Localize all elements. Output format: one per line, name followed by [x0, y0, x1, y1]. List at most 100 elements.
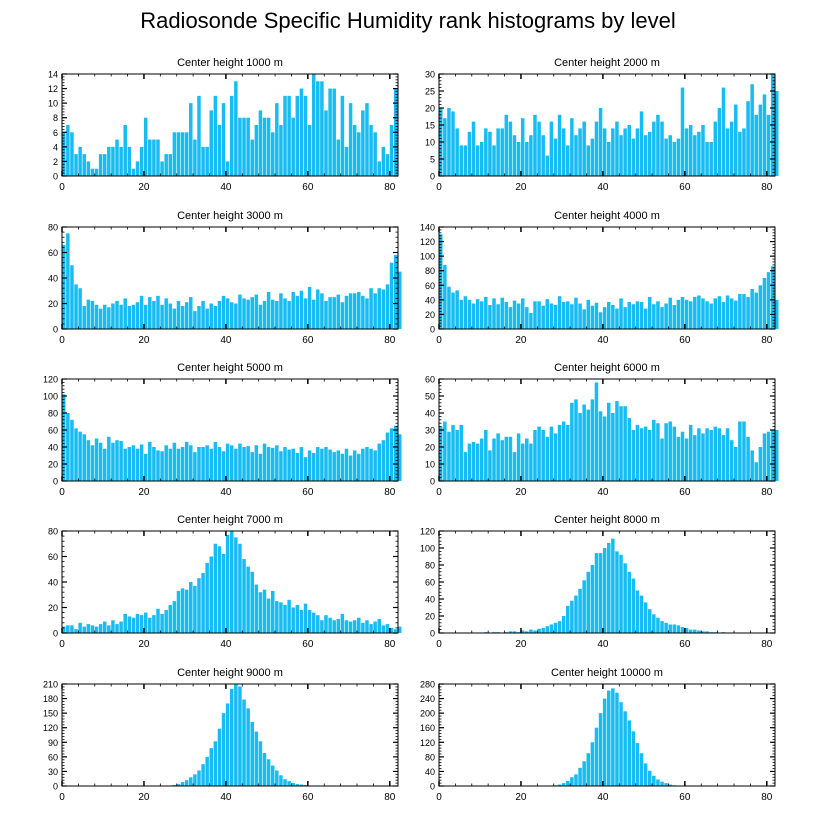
histogram-bar: [615, 551, 619, 633]
histogram-bar: [213, 441, 218, 481]
histogram-bar: [615, 401, 619, 481]
histogram-bar: [590, 742, 595, 786]
histogram-bar: [643, 135, 648, 176]
histogram-bar: [320, 620, 324, 633]
histogram-bar: [602, 128, 607, 176]
histogram-bar: [508, 307, 513, 329]
histogram-bar: [680, 87, 685, 176]
histogram-bar: [570, 402, 574, 481]
histogram-bar: [246, 299, 250, 329]
histogram-bar: [664, 303, 668, 329]
histogram-bar: [627, 302, 631, 329]
histogram-bar: [492, 438, 496, 481]
histogram-bar: [344, 146, 349, 176]
histogram-bar: [541, 627, 545, 633]
histogram-bar: [111, 146, 115, 176]
histogram-bar: [283, 95, 287, 176]
histogram-bar: [90, 300, 95, 329]
panel-title: Center height 1000 m: [177, 57, 283, 69]
histogram-bar: [234, 448, 238, 481]
histogram-bar: [664, 783, 668, 786]
histogram-bar: [230, 688, 234, 786]
histogram-bar: [738, 421, 742, 481]
histogram-bar: [295, 295, 300, 329]
histogram-bar: [348, 455, 353, 481]
histogram-bar: [602, 416, 607, 481]
histogram-bar: [201, 146, 205, 176]
histogram-bar: [647, 770, 652, 786]
histogram-bar: [197, 447, 201, 481]
histogram-bar: [221, 103, 226, 176]
histogram-bar: [258, 304, 263, 329]
x-tick-label: 80: [384, 182, 396, 193]
histogram-bar: [78, 288, 82, 329]
x-tick-label: 20: [515, 487, 527, 498]
histogram-bar: [164, 610, 168, 633]
histogram-bar: [336, 139, 341, 176]
histogram-bar: [451, 111, 455, 176]
histogram-bar: [668, 421, 672, 481]
histogram-bar: [102, 154, 107, 176]
y-tick-label: 0: [430, 782, 435, 792]
y-tick-label: 60: [48, 426, 58, 436]
histogram-bar: [725, 428, 730, 481]
y-tick-label: 40: [48, 443, 58, 453]
histogram-bar: [705, 428, 709, 481]
x-tick-label: 80: [384, 335, 396, 346]
histogram-bar: [156, 295, 160, 329]
panel-title: Center height 8000 m: [554, 514, 660, 526]
histogram-bar: [254, 731, 259, 786]
histogram-bar: [352, 620, 357, 633]
histogram-bar: [668, 297, 672, 329]
histogram-bar: [82, 626, 86, 634]
histogram-bar: [172, 308, 177, 329]
histogram-bar: [266, 447, 271, 481]
histogram-bar: [619, 298, 623, 329]
histogram-bar: [750, 288, 754, 329]
histogram-bar: [381, 146, 386, 176]
y-tick-label: 60: [48, 552, 58, 562]
histogram-bar: [676, 625, 681, 633]
histogram-bar: [123, 125, 127, 176]
y-tick-label: 30: [425, 70, 435, 80]
histogram-bar: [656, 301, 660, 329]
histogram-bar: [107, 146, 111, 176]
histogram-bar: [607, 542, 611, 633]
histogram-bar: [684, 627, 689, 633]
histogram-bar: [246, 708, 250, 786]
histogram-bar: [102, 304, 107, 329]
histogram-bar: [254, 125, 259, 176]
histogram-bar: [262, 589, 267, 633]
histogram-bar: [590, 399, 595, 481]
histogram-bar: [291, 292, 295, 329]
histogram-bar: [570, 118, 574, 176]
histogram-bar: [242, 559, 246, 633]
histogram-bar: [230, 445, 234, 481]
histogram-bar: [389, 125, 394, 176]
histogram-bar: [139, 146, 144, 176]
histogram-bar: [164, 445, 168, 481]
x-tick-label: 20: [138, 182, 150, 193]
histogram-panel-5: Center height 5000 m 0 20 40 60 80 0 20 40 60 80 10…: [43, 362, 402, 498]
y-tick-label: 100: [420, 544, 435, 554]
histogram-bar: [221, 713, 226, 786]
plot-frame: [438, 683, 776, 787]
histogram-bar: [693, 135, 697, 176]
histogram-bar: [270, 765, 275, 786]
histogram-bar: [713, 426, 718, 481]
histogram-bar: [242, 117, 246, 176]
histogram-bar: [549, 426, 554, 481]
histogram-bar: [143, 612, 148, 633]
histogram-bar: [324, 615, 328, 633]
x-tick-label: 0: [59, 182, 65, 193]
histogram-bar: [635, 128, 640, 176]
y-tick-label: 0: [53, 782, 58, 792]
histogram-bar: [340, 453, 345, 481]
histogram-bar: [127, 146, 132, 176]
histogram-bar: [205, 756, 209, 786]
histogram-bar: [529, 312, 533, 329]
histogram-bar: [770, 266, 775, 329]
histogram-bar: [262, 117, 267, 176]
histogram-bar: [545, 436, 550, 481]
histogram-bar: [574, 399, 578, 481]
